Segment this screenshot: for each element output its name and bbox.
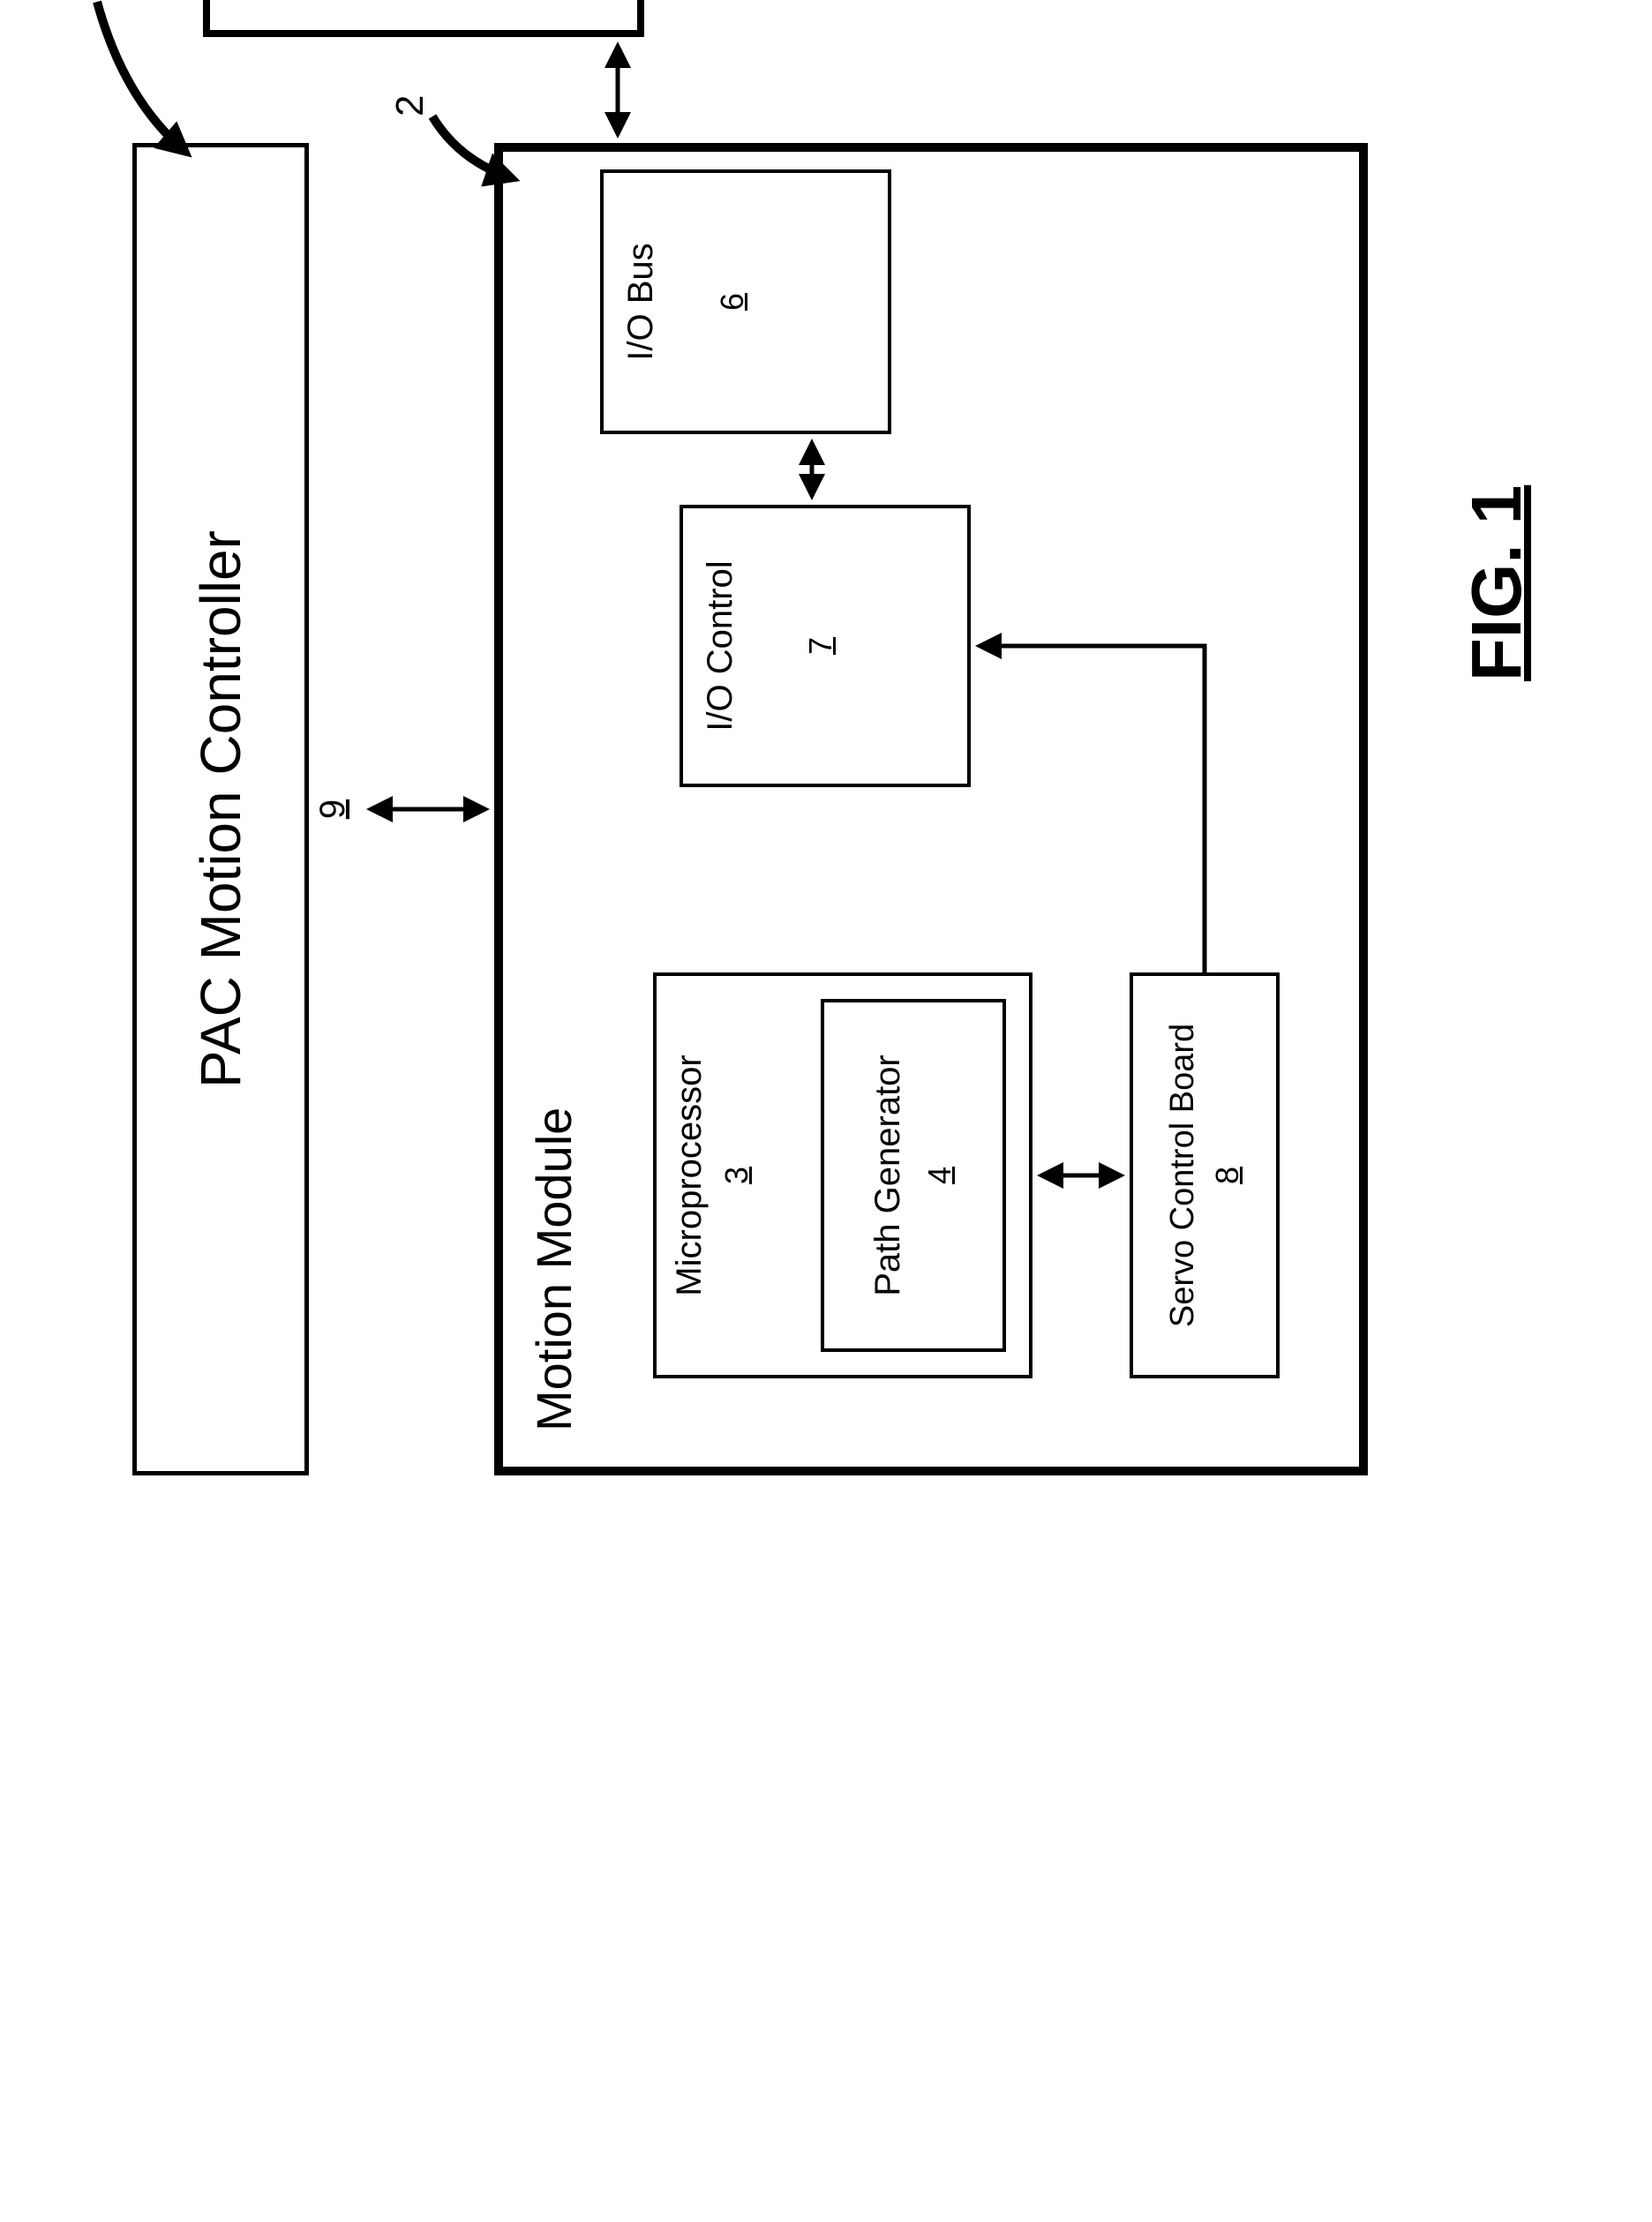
microprocessor-ref: 3	[718, 1167, 755, 1184]
figure-label: FIG. 1	[1456, 485, 1537, 681]
path-generator-block: Path Generator 4	[821, 999, 1006, 1352]
io-bus-ref: 6	[714, 293, 751, 311]
motion-module-ref: 2	[388, 95, 432, 116]
pac-motion-controller-block: PAC Motion Controller 9	[132, 143, 309, 1475]
curved-arrow-ref-1	[97, 2, 185, 152]
motion-module-label: Motion Module	[525, 1107, 582, 1431]
microprocessor-label: Microprocessor	[670, 1055, 710, 1295]
servo-control-board-block: Servo Control Board 8	[1130, 972, 1280, 1378]
io-bus-block: I/O Bus 6	[600, 169, 891, 434]
io-control-label: I/O Control	[701, 560, 740, 731]
fiber-terminal-block: Fiber Terminal Block 5	[203, 0, 644, 37]
servo-ref: 8	[1209, 1167, 1246, 1184]
pac-ref: 9	[313, 799, 353, 819]
io-bus-label: I/O Bus	[621, 243, 661, 360]
path-generator-label: Path Generator	[868, 1055, 908, 1296]
diagram-container: PAC Motion Controller 9 Motion Module Mi…	[0, 0, 1652, 1652]
servo-label: Servo Control Board	[1164, 1024, 1202, 1327]
io-control-ref: 7	[802, 637, 839, 655]
path-generator-ref: 4	[921, 1167, 958, 1184]
pac-label: PAC Motion Controller	[188, 530, 253, 1088]
io-control-block: I/O Control 7	[680, 505, 971, 787]
